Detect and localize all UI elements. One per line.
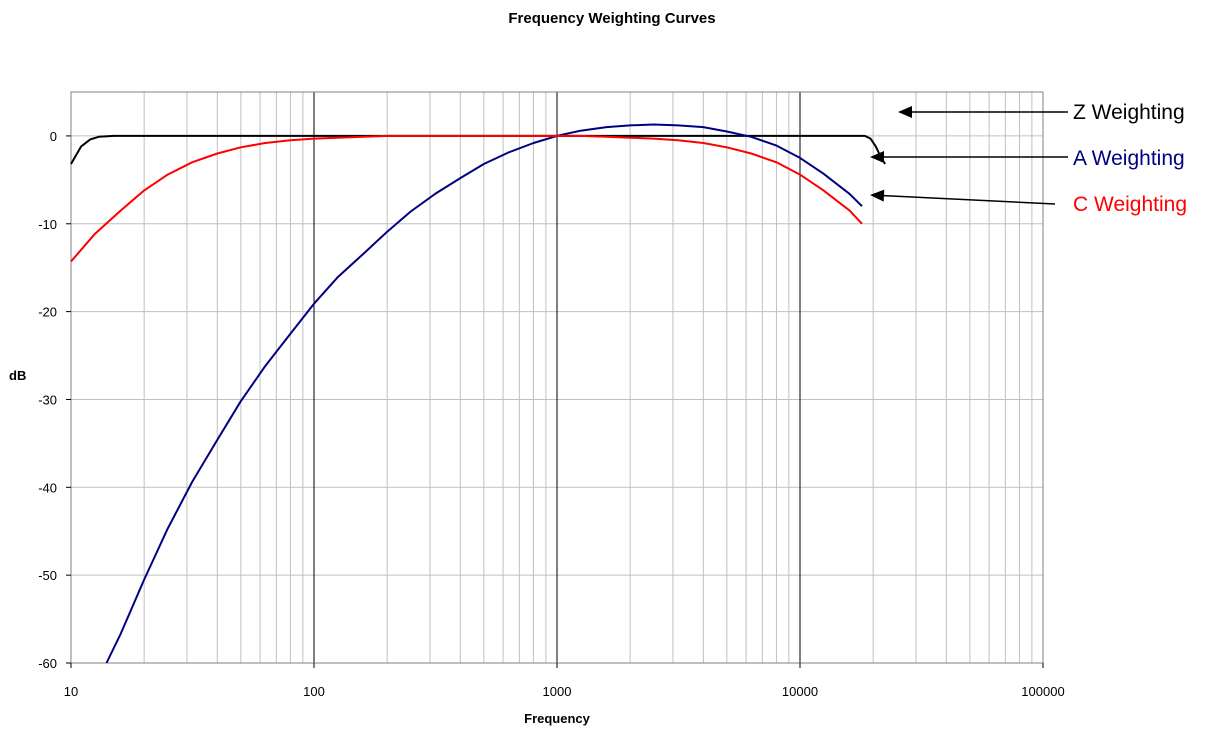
series-annotations: Z Weighting A Weighting C Weighting	[870, 101, 1187, 216]
tick-labels: 0 -10 -20 -30 -40 -50 -60 10 100 1000 10000 100000	[38, 129, 1064, 699]
x-tick-label: 100000	[1021, 684, 1064, 699]
y-tick-label: -10	[38, 217, 57, 232]
y-tick-label: 0	[50, 129, 57, 144]
arrow-head-a-weighting	[870, 151, 884, 163]
series-line-c-weighting	[70, 134, 863, 263]
arrow-line-c-weighting	[883, 194, 1056, 205]
series-line-a-weighting	[105, 123, 863, 664]
x-tick-label: 100	[303, 684, 325, 699]
arrow-head-c-weighting	[870, 189, 885, 202]
x-tick-label: 1000	[543, 684, 572, 699]
y-tick-label: -50	[38, 568, 57, 583]
y-tick-label: -20	[38, 305, 57, 320]
x-tick-label: 10000	[782, 684, 818, 699]
series-lines	[70, 123, 886, 664]
y-tick-label: -60	[38, 656, 57, 671]
x-axis-label: Frequency	[524, 711, 591, 726]
y-tick-label: -30	[38, 392, 57, 407]
legend-label-c-weighting: C Weighting	[1073, 193, 1187, 216]
y-tick-label: -40	[38, 480, 57, 495]
major-gridlines	[70, 92, 1043, 664]
y-axis-label: dB	[9, 368, 26, 383]
legend-label-z-weighting: Z Weighting	[1073, 101, 1185, 124]
legend-label-a-weighting: A Weighting	[1073, 147, 1185, 170]
x-tick-label: 10	[64, 684, 78, 699]
minor-gridlines	[71, 92, 1043, 663]
arrow-head-z-weighting	[898, 106, 912, 118]
chart-title: Frequency Weighting Curves	[508, 10, 715, 27]
